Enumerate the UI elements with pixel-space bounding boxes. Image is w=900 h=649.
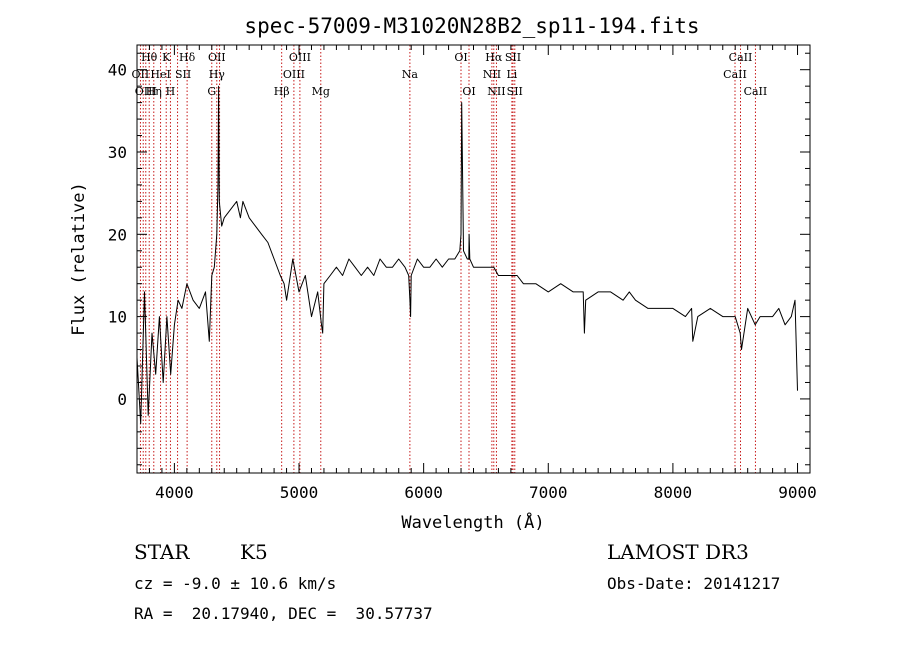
y-tick-label: 0	[117, 390, 127, 409]
line-label: HeI	[150, 68, 170, 81]
line-label: CaII	[744, 85, 768, 98]
line-label: Hγ	[209, 68, 226, 81]
line-label: SII	[507, 85, 523, 98]
line-label: K	[162, 51, 171, 64]
obs-date-text: Obs-Date: 20141217	[607, 574, 781, 593]
y-tick-label: 20	[108, 225, 127, 244]
line-label: SII	[175, 68, 191, 81]
reference-lines	[139, 45, 756, 473]
line-label: NII	[487, 85, 505, 98]
survey-name: LAMOST DR3	[607, 540, 749, 564]
spectrum-series	[136, 85, 798, 425]
line-label: CaII	[723, 68, 747, 81]
line-label: G	[207, 85, 216, 98]
line-label: OI	[462, 85, 475, 98]
x-tick-label: 4000	[155, 483, 194, 502]
line-label: OIII	[283, 68, 305, 81]
line-label: Hβ	[274, 85, 290, 98]
y-tick-label: 30	[108, 143, 127, 162]
line-label: Hδ	[179, 51, 196, 64]
spectral-subclass: K5	[240, 540, 268, 564]
y-tick-label: 10	[108, 308, 127, 327]
line-label: CaII	[729, 51, 753, 64]
x-tick-label: 9000	[778, 483, 817, 502]
reference-line-labels: Hθ OII OIII K HeI Hη Hδ SII H OII Hγ G Hβ OIII OIII Mg N…	[132, 51, 768, 98]
y-axis-label: Flux (relative)	[69, 182, 89, 336]
line-label: H	[166, 85, 176, 98]
coordinates-text: RA = 20.17940, DEC = 30.57737	[134, 604, 433, 623]
x-tick-label: 5000	[280, 483, 319, 502]
plot-frame	[136, 44, 811, 474]
spectrum-line	[136, 85, 798, 425]
line-label: OII	[208, 51, 226, 64]
line-label: Mg	[312, 85, 330, 98]
chart-title: spec-57009-M31020N28B2_sp11-194.fits	[244, 14, 699, 38]
line-label: OII	[132, 68, 150, 81]
line-label: Li	[506, 68, 517, 81]
object-class: STAR	[134, 540, 190, 564]
line-label: Hα	[485, 51, 503, 64]
axis-ticks: 4000 5000 6000 7000 8000 9000 0 10 20 30 40	[108, 45, 817, 502]
line-label: Hθ	[141, 51, 158, 64]
line-label: OIII	[135, 85, 157, 98]
line-label: SII	[505, 51, 521, 64]
line-label: Hη	[146, 85, 162, 98]
y-tick-label: 40	[108, 61, 127, 80]
line-label: OI	[454, 51, 467, 64]
x-tick-label: 6000	[404, 483, 443, 502]
velocity-text: cz = -9.0 ± 10.6 km/s	[134, 574, 337, 593]
line-label: Na	[402, 68, 419, 81]
x-tick-label: 7000	[529, 483, 568, 502]
line-label: OIII	[289, 51, 311, 64]
line-label: NII	[483, 68, 501, 81]
x-tick-label: 8000	[654, 483, 693, 502]
x-axis-label: Wavelength (Å)	[401, 511, 544, 533]
